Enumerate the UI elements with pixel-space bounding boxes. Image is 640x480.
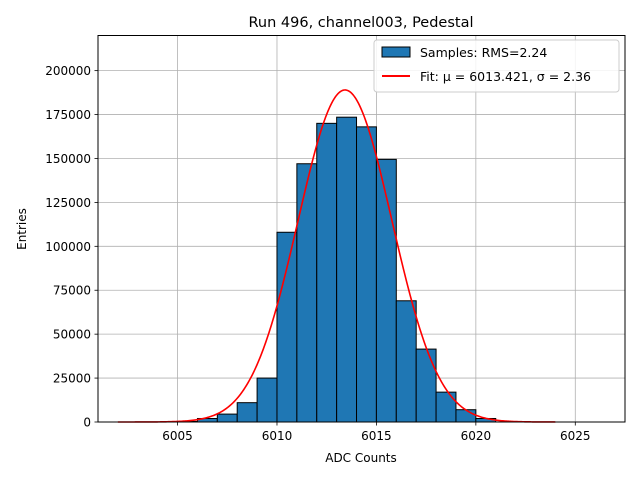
histogram-bar <box>395 300 417 423</box>
gaussian-fit-curve <box>117 89 556 423</box>
x-tick-label: 6005 <box>162 429 193 443</box>
y-tick-label: 25000 <box>53 372 91 386</box>
y-axis-ticks: 0 25000 50000 75000 100000 125000 150000 175000… <box>45 64 98 430</box>
histogram-bar <box>216 413 238 423</box>
histogram-bar <box>336 116 358 423</box>
legend-histogram-label: Samples: RMS=2.24 <box>420 45 547 60</box>
x-tick-label: 6015 <box>361 429 392 443</box>
legend-histogram-swatch <box>381 46 411 58</box>
x-tick-label: 6025 <box>560 429 591 443</box>
histogram-bar <box>455 409 477 423</box>
plot-frame <box>97 35 626 423</box>
legend-box <box>373 39 620 93</box>
y-tick-label: 175000 <box>45 108 91 122</box>
histogram-bars <box>177 116 497 423</box>
histogram-bar <box>415 348 437 423</box>
histogram-bar <box>296 163 318 423</box>
y-tick-label: 0 <box>83 416 91 430</box>
y-tick-label: 100000 <box>45 240 91 254</box>
y-tick-label: 125000 <box>45 196 91 210</box>
y-tick-label: 200000 <box>45 64 91 78</box>
y-tick-label: 75000 <box>53 284 91 298</box>
y-tick-label: 150000 <box>45 152 91 166</box>
x-axis-ticks: 6005 6010 6015 6020 6025 <box>162 422 591 443</box>
histogram-bar <box>236 402 258 423</box>
x-tick-label: 6020 <box>461 429 492 443</box>
legend-fit-label: Fit: μ = 6013.421, σ = 2.36 <box>420 69 591 84</box>
legend: Samples: RMS=2.24 Fit: μ = 6013.421, σ =… <box>373 39 620 93</box>
x-tick-label: 6010 <box>262 429 293 443</box>
histogram-bar <box>356 126 377 423</box>
histogram-bar <box>316 122 338 423</box>
x-axis-label: ADC Counts <box>325 451 397 465</box>
histogram-bar <box>435 391 457 423</box>
y-axis-label: Entries <box>15 208 29 250</box>
histogram-bar <box>276 231 298 423</box>
y-tick-label: 50000 <box>53 328 91 342</box>
histogram-bar <box>256 377 278 423</box>
chart-title: Run 496, channel003, Pedestal <box>248 15 473 31</box>
